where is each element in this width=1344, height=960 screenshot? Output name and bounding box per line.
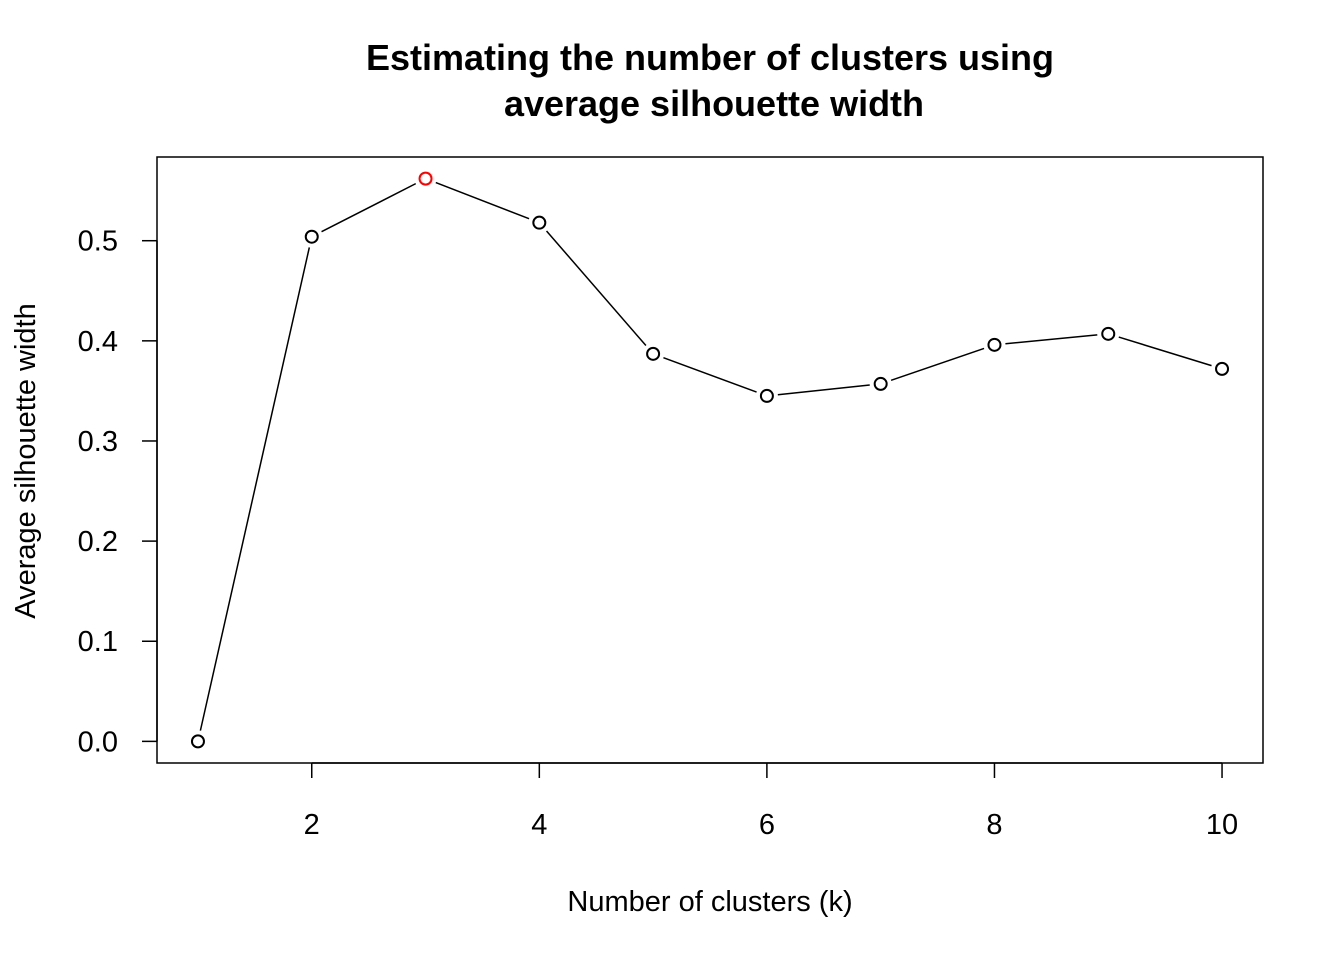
chart-title-line-2: average silhouette width: [504, 83, 924, 124]
data-point: [759, 388, 774, 403]
series-line-segment: [199, 247, 311, 731]
y-axis-label: Average silhouette width: [10, 303, 42, 618]
series-line-segment: [1005, 334, 1098, 345]
y-tick-label: 0.5: [78, 226, 118, 258]
plot-frame: [156, 156, 1264, 764]
x-axis: 2 4 6 8 10: [304, 762, 1238, 841]
data-point: [190, 734, 205, 749]
y-tick-label: 0.4: [78, 326, 118, 358]
series-line-segment: [777, 384, 870, 396]
x-axis-label: Number of clusters (k): [567, 886, 852, 918]
series-line-segment: [890, 347, 985, 382]
x-tick-label: 10: [1206, 809, 1238, 841]
y-tick-label: 0.3: [78, 426, 118, 458]
data-point: [987, 337, 1002, 352]
data-point: [873, 376, 888, 391]
x-tick-label: 2: [304, 809, 320, 841]
series-line-segment: [321, 182, 417, 233]
data-point: [1215, 361, 1230, 376]
x-tick-label: 6: [759, 809, 775, 841]
data-point: [1101, 326, 1116, 341]
series-line-segment: [435, 181, 530, 220]
y-tick-label: 0.1: [78, 626, 118, 658]
x-tick-label: 8: [986, 809, 1002, 841]
data-point: [532, 215, 547, 230]
series-line-segment: [663, 356, 757, 393]
silhouette-series: [190, 171, 1230, 749]
series-line-segment: [545, 230, 647, 347]
data-point: [646, 346, 661, 361]
x-tick-label: 4: [531, 809, 547, 841]
chart-title-line-1: Estimating the number of clusters using: [366, 37, 1054, 78]
y-axis: 0.0 0.1 0.2 0.3 0.4 0.5: [78, 226, 158, 758]
optimal-k-point: [418, 171, 433, 186]
data-point: [304, 229, 319, 244]
series-line-segment: [1118, 336, 1212, 367]
y-tick-label: 0.0: [78, 726, 118, 758]
y-tick-label: 0.2: [78, 526, 118, 558]
